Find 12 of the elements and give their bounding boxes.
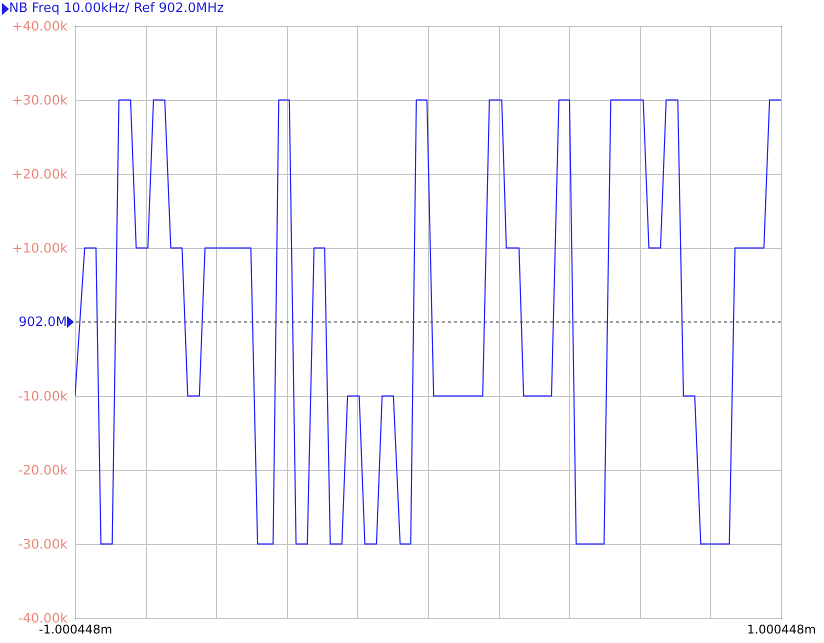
y-tick-label: -10.00k	[18, 390, 68, 404]
chart-title: NB Freq 10.00kHz/ Ref 902.0MHz	[9, 1, 224, 16]
y-tick-label: -30.00k	[18, 538, 68, 552]
y-tick-label: +20.00k	[12, 168, 68, 182]
y-tick-label: +40.00k	[12, 20, 68, 34]
x-tick-label: 1.000448m	[747, 622, 816, 636]
ref-line-label: 902.0M	[18, 315, 67, 330]
x-tick-label: -1.000448m	[38, 622, 112, 636]
y-tick-label: +10.00k	[12, 242, 68, 256]
y-tick-label: -20.00k	[18, 464, 68, 478]
y-tick-label: +30.00k	[12, 94, 68, 108]
line-series	[75, 99, 781, 545]
